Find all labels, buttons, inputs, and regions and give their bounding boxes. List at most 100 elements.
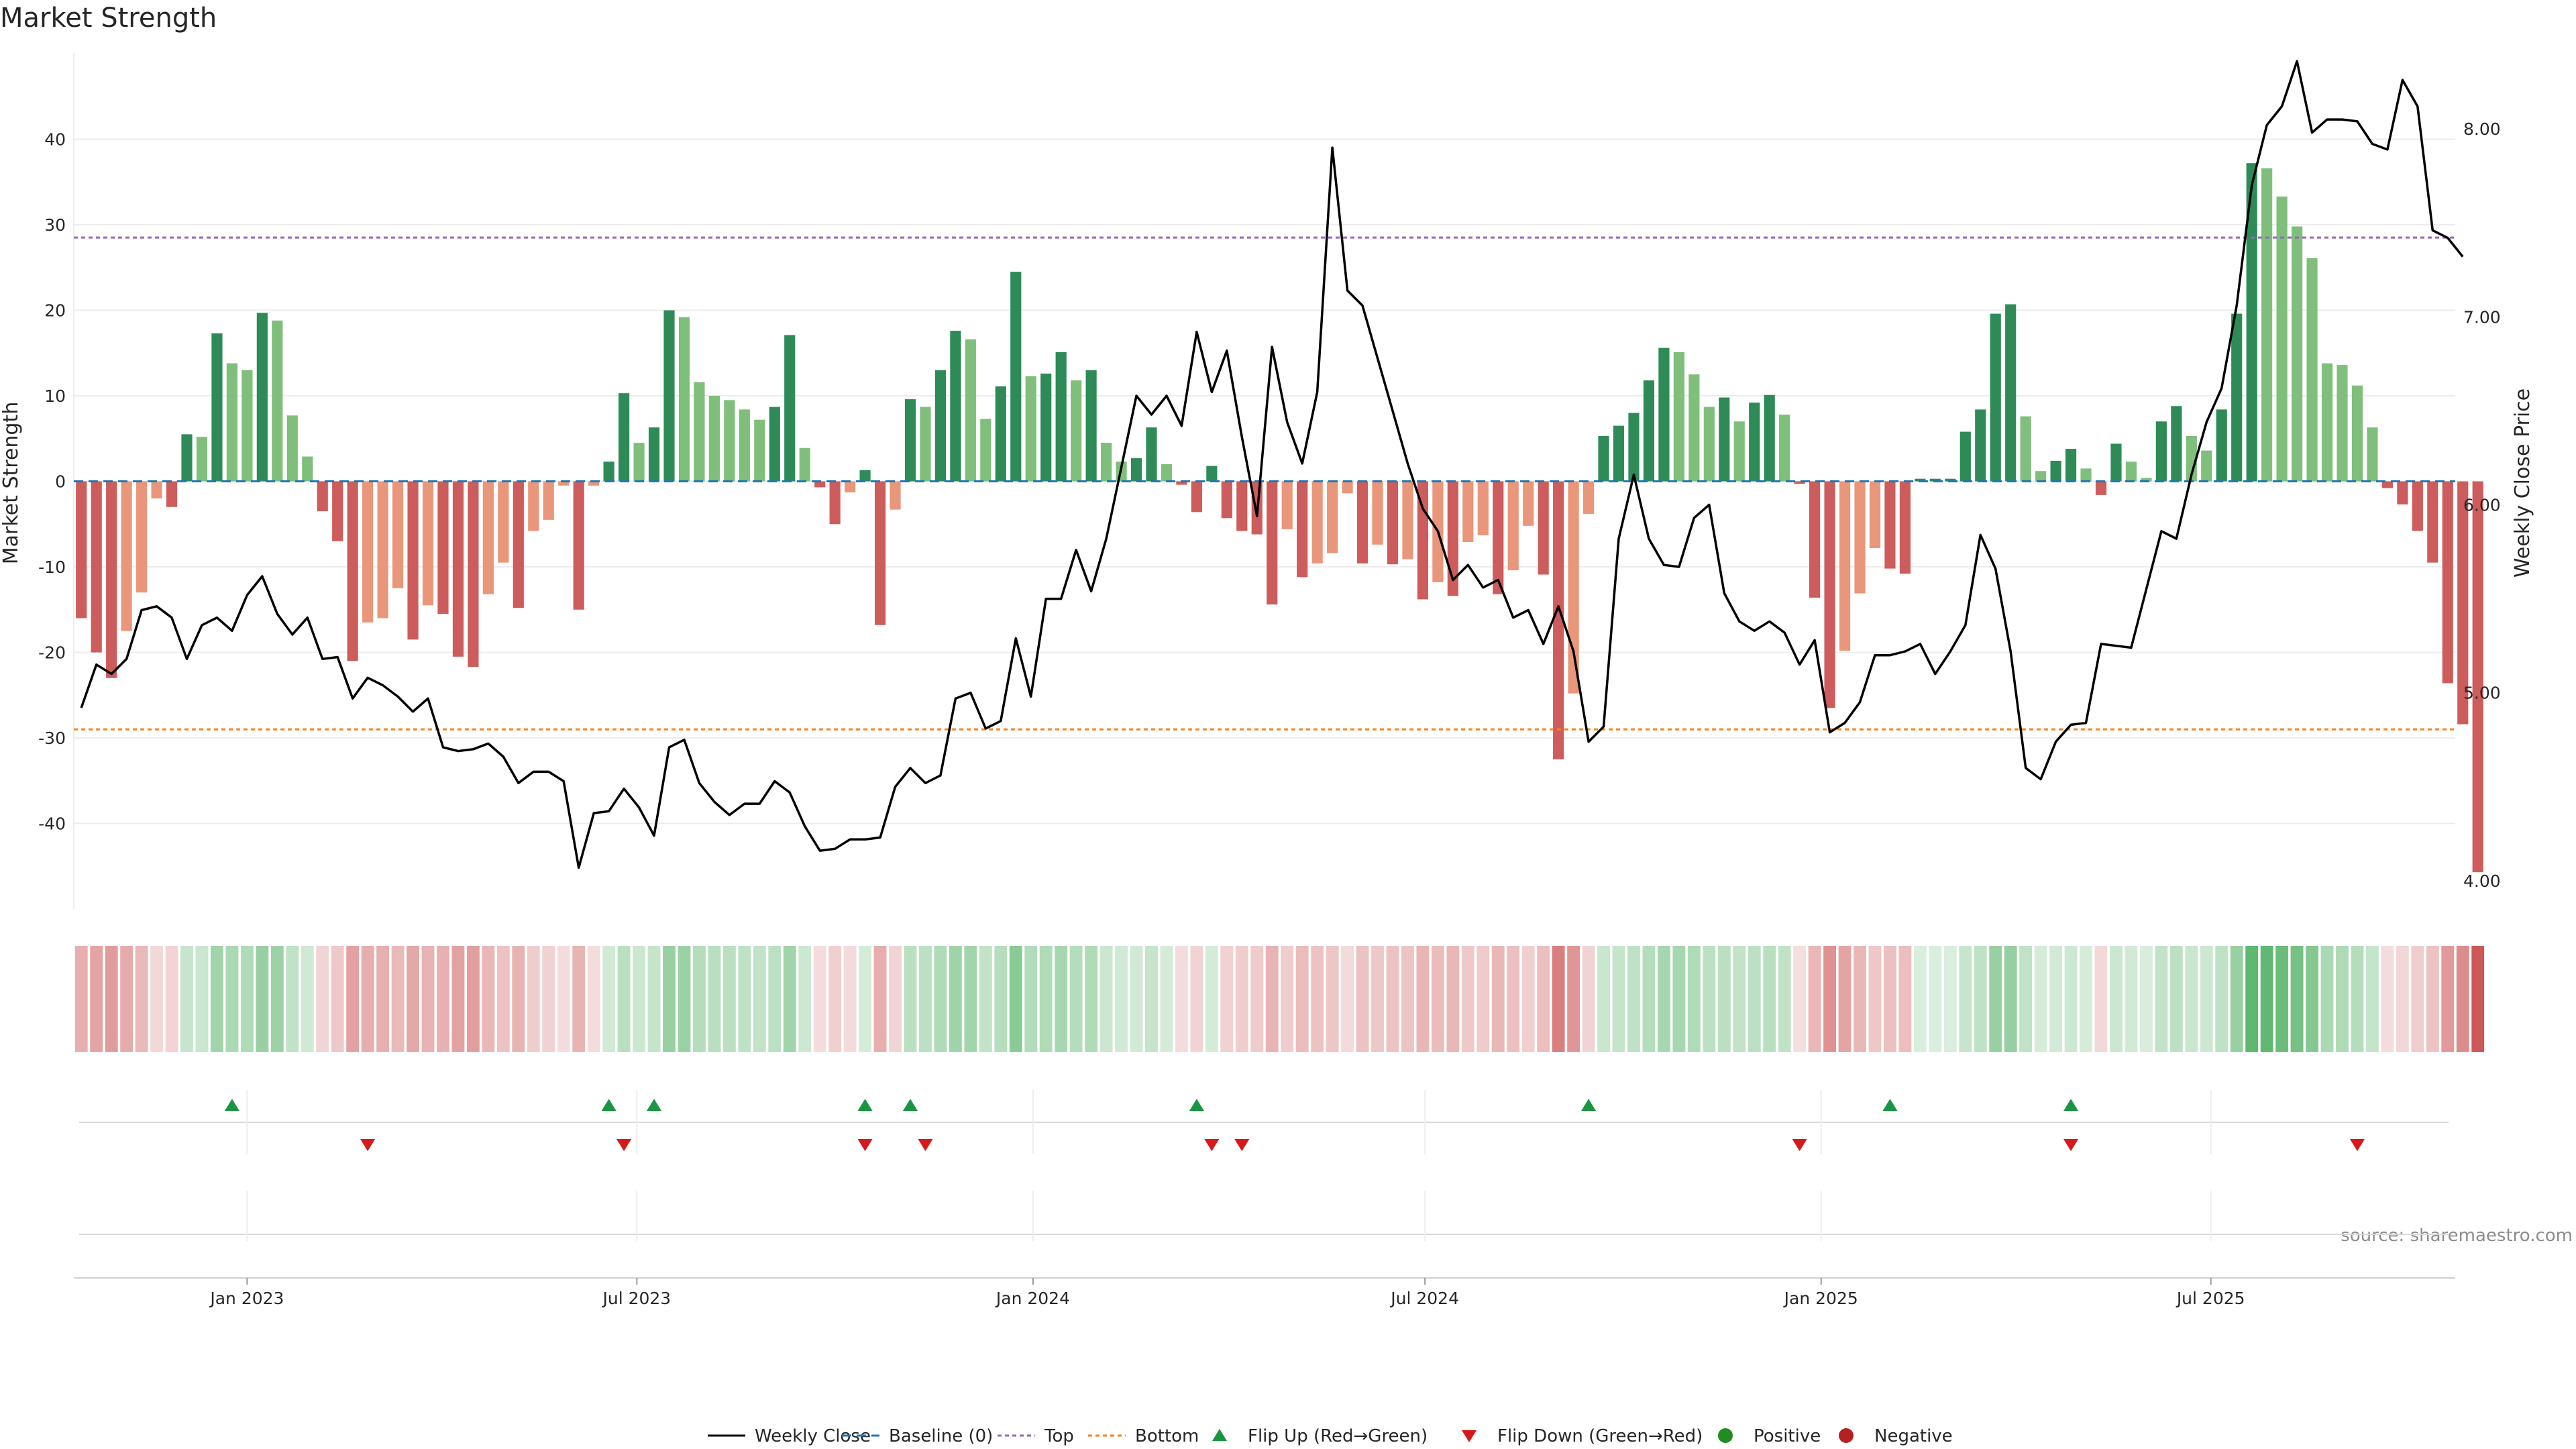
- strength-bar: [1719, 397, 1730, 482]
- strength-bar: [2110, 443, 2122, 482]
- heat-cell: [1431, 946, 1444, 1052]
- heat-cell: [361, 946, 374, 1052]
- heat-cell: [2245, 946, 2259, 1052]
- heat-cell: [783, 946, 796, 1052]
- heat-cell: [678, 946, 691, 1052]
- heat-cell: [2110, 946, 2123, 1052]
- legend-label: Baseline (0): [889, 1426, 993, 1446]
- date-axis: Jan 2023 Jul 2023 Jan 2024 Jul 2024 Jan 2025…: [74, 1090, 2455, 1308]
- strength-bar: [528, 481, 539, 531]
- heat-cell: [1281, 946, 1294, 1052]
- strength-bar: [558, 481, 570, 486]
- heat-cell: [1326, 946, 1339, 1052]
- strength-bar: [2442, 481, 2453, 684]
- y-tick-label: 0: [55, 472, 66, 492]
- heat-cell: [2049, 946, 2063, 1052]
- strength-bar: [814, 481, 826, 488]
- strength-bar: [2337, 365, 2348, 482]
- strength-bar: [498, 481, 509, 563]
- heat-cell: [919, 946, 932, 1052]
- heat-cell: [496, 946, 510, 1052]
- flip-up-marker: [2063, 1099, 2079, 1111]
- legend-swatch: [1718, 1428, 1733, 1443]
- strength-bar: [2457, 481, 2469, 724]
- strength-bars: [76, 163, 2483, 873]
- strength-bar: [1960, 431, 1971, 482]
- flip-down-marker: [1204, 1139, 1220, 1151]
- strength-bar: [106, 481, 117, 678]
- heat-cell: [2365, 946, 2379, 1052]
- strength-bar: [2291, 226, 2303, 482]
- strength-bar: [1342, 481, 1353, 494]
- strength-bar: [1899, 481, 1911, 574]
- strength-bar: [1327, 481, 1338, 553]
- strength-bar: [1854, 481, 1866, 594]
- legend-swatch: [1462, 1430, 1477, 1442]
- strength-bar: [1025, 376, 1036, 482]
- strength-bar: [2381, 481, 2393, 488]
- heat-cell: [1854, 946, 1866, 1052]
- strength-bar: [2186, 435, 2197, 482]
- flip-down-marker: [1792, 1139, 1807, 1151]
- heat-cell: [1748, 946, 1761, 1052]
- y2-tick-label: 4.00: [2463, 871, 2501, 891]
- heat-cell: [120, 946, 133, 1052]
- strength-bar: [1703, 407, 1715, 482]
- heat-cell: [1657, 946, 1670, 1052]
- strength-bar: [1085, 370, 1097, 482]
- heat-cell: [2215, 946, 2229, 1052]
- strength-bar: [513, 481, 524, 608]
- heat-cell: [873, 946, 887, 1052]
- heat-cell: [1989, 946, 2002, 1052]
- flip-up-marker: [1882, 1099, 1898, 1111]
- heat-cell: [1265, 946, 1279, 1052]
- heat-cell: [1793, 946, 1807, 1052]
- flip-up-marker: [601, 1099, 616, 1111]
- strength-bar: [784, 335, 796, 482]
- heat-cell: [135, 946, 148, 1052]
- strength-bar: [1462, 481, 1474, 543]
- heat-cell: [2094, 946, 2108, 1052]
- heat-cell: [2426, 946, 2439, 1052]
- heat-cell: [1913, 946, 1927, 1052]
- strength-bar: [1643, 380, 1655, 482]
- strength-bar: [1402, 481, 1413, 559]
- heat-cell: [1250, 946, 1264, 1052]
- heat-cell: [1612, 946, 1625, 1052]
- strength-bar: [588, 481, 600, 486]
- heat-cell: [1190, 946, 1203, 1052]
- heat-cell: [693, 946, 706, 1052]
- strength-bar: [211, 333, 223, 482]
- flip-down-marker: [360, 1139, 376, 1151]
- strength-bar: [1809, 481, 1821, 598]
- strength-bar: [1387, 481, 1399, 565]
- strength-bar: [934, 370, 947, 482]
- strength-bar: [437, 481, 449, 614]
- heat-cell: [1130, 946, 1143, 1052]
- heat-cell: [1838, 946, 1851, 1052]
- heat-cell: [1160, 946, 1173, 1052]
- strength-bar: [2427, 481, 2438, 563]
- strength-bar: [2155, 421, 2167, 482]
- heat-cell: [2411, 946, 2424, 1052]
- strength-bar: [2125, 462, 2137, 482]
- flip-up-marker: [857, 1099, 873, 1111]
- strength-bar: [2095, 481, 2107, 495]
- reference-lines: [74, 236, 2455, 731]
- strength-bar: [151, 481, 162, 498]
- weekly-close-series: [80, 60, 2464, 869]
- strength-bar: [1055, 352, 1067, 482]
- strength-bar: [603, 462, 614, 482]
- strength-bar: [845, 481, 856, 493]
- strength-bar: [633, 443, 645, 482]
- strength-bar: [256, 313, 268, 482]
- y-tick-label: 40: [44, 130, 66, 150]
- heat-cell: [949, 946, 962, 1052]
- heat-cell: [1959, 946, 1972, 1052]
- y-tick-label: 20: [44, 301, 66, 321]
- legend-label: Bottom: [1135, 1426, 1199, 1446]
- strength-bar: [2351, 385, 2363, 482]
- heat-cell: [2064, 946, 2078, 1052]
- strength-bar: [1236, 481, 1248, 531]
- heat-cell: [1356, 946, 1369, 1052]
